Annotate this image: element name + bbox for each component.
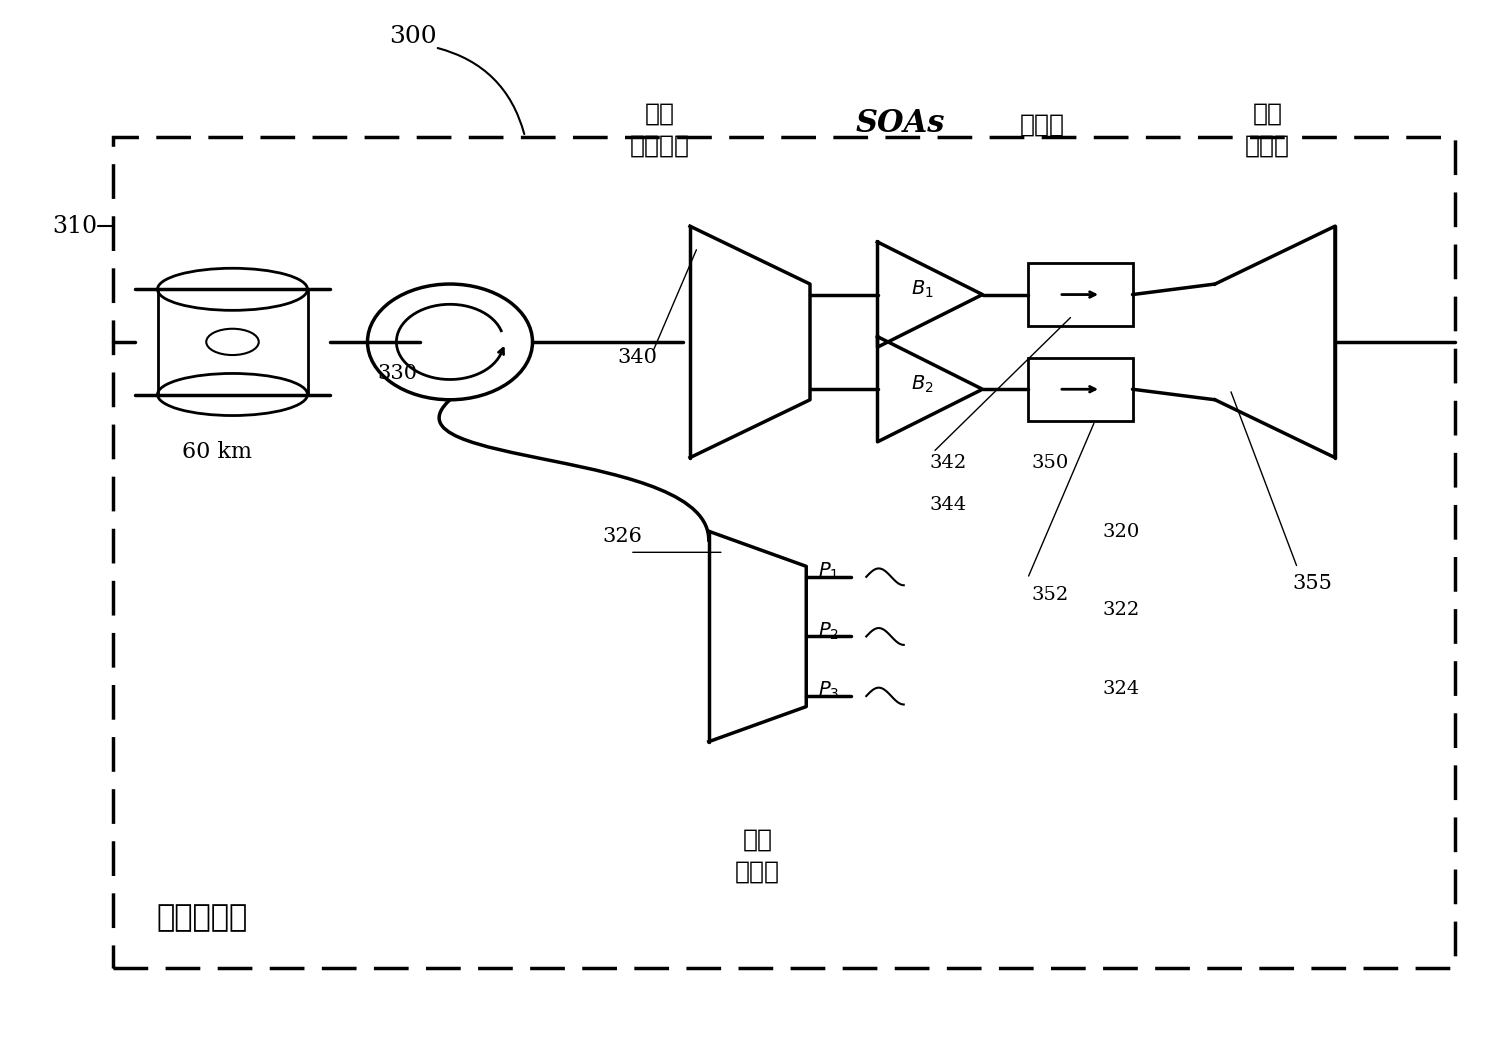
Text: 342: 342 [930, 454, 966, 472]
Text: $P_3$: $P_3$ [818, 681, 840, 702]
Text: 330: 330 [378, 364, 417, 383]
Bar [1028, 263, 1132, 326]
Text: 解复用器: 解复用器 [630, 135, 690, 158]
Text: 300: 300 [388, 25, 436, 48]
Text: 350: 350 [1032, 454, 1068, 472]
Text: 混合放大器: 混合放大器 [158, 902, 248, 933]
Text: 复用器: 复用器 [1245, 135, 1290, 158]
Text: 复用器: 复用器 [735, 861, 780, 884]
Text: 泵浦: 泵浦 [742, 829, 772, 852]
Text: $P_2$: $P_2$ [818, 621, 840, 642]
Text: 322: 322 [1102, 602, 1140, 620]
Text: 310: 310 [53, 215, 98, 238]
Text: $P_1$: $P_1$ [818, 561, 840, 582]
Text: 344: 344 [930, 497, 966, 514]
Text: 324: 324 [1102, 681, 1140, 699]
FancyArrowPatch shape [438, 48, 525, 134]
Text: 340: 340 [618, 348, 657, 367]
Text: 355: 355 [1293, 574, 1332, 593]
Bar [1028, 358, 1132, 421]
Text: SOAs: SOAs [855, 107, 945, 139]
Bar [112, 137, 1455, 968]
Text: $B_1$: $B_1$ [910, 279, 934, 300]
Text: $B_2$: $B_2$ [910, 373, 934, 394]
Text: 波段: 波段 [645, 103, 675, 126]
Text: 326: 326 [603, 527, 642, 546]
Text: 隔离器: 隔离器 [1020, 114, 1065, 137]
Text: 352: 352 [1032, 586, 1068, 604]
Text: 60 km: 60 km [183, 442, 252, 463]
Text: 320: 320 [1102, 523, 1140, 541]
Text: 波段: 波段 [1252, 103, 1282, 126]
